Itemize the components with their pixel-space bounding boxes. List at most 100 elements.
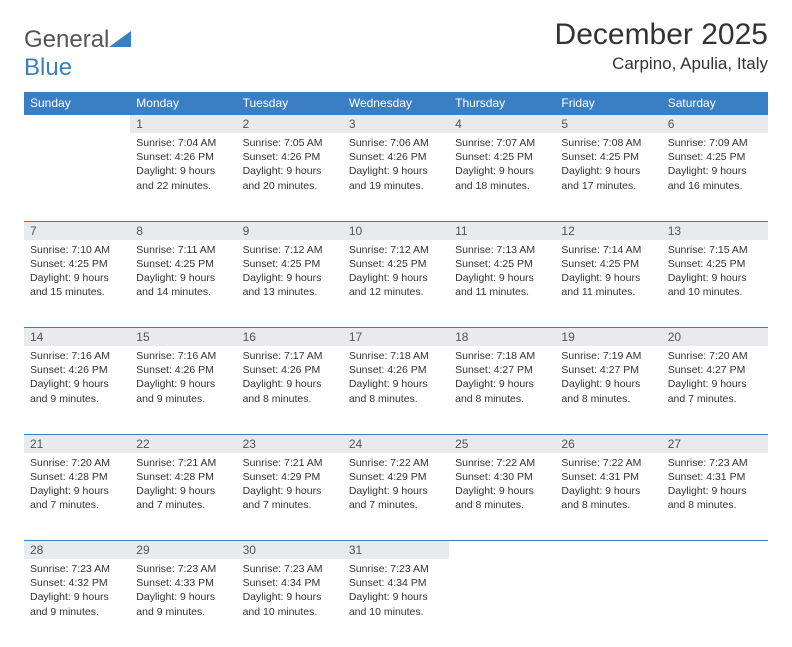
sunrise-line: Sunrise: 7:09 AM [668,136,762,150]
daylight-line: Daylight: 9 hours [243,164,337,178]
sunset-line: Sunset: 4:25 PM [349,257,443,271]
sunrise-line: Sunrise: 7:23 AM [668,456,762,470]
day-number: 30 [243,543,256,557]
sunrise-line: Sunrise: 7:07 AM [455,136,549,150]
weekday-header: Tuesday [237,92,343,115]
sunset-line: Sunset: 4:25 PM [30,257,124,271]
day-number-cell: 28 [24,541,130,560]
sunset-line: Sunset: 4:26 PM [243,150,337,164]
day-content-cell: Sunrise: 7:15 AMSunset: 4:25 PMDaylight:… [662,240,768,328]
day-number: 20 [668,330,681,344]
day-number-cell: 4 [449,115,555,134]
day-content-row: Sunrise: 7:20 AMSunset: 4:28 PMDaylight:… [24,453,768,541]
calendar-table: Sunday Monday Tuesday Wednesday Thursday… [24,92,768,647]
day-number-row: 78910111213 [24,221,768,240]
daylight-line: and 7 minutes. [243,498,337,512]
day-number-cell: 26 [555,434,661,453]
sunset-line: Sunset: 4:25 PM [455,150,549,164]
daylight-line: Daylight: 9 hours [136,590,230,604]
sunrise-line: Sunrise: 7:21 AM [136,456,230,470]
day-number: 6 [668,117,675,131]
day-content-cell: Sunrise: 7:20 AMSunset: 4:28 PMDaylight:… [24,453,130,541]
day-content-cell: Sunrise: 7:08 AMSunset: 4:25 PMDaylight:… [555,133,661,221]
day-number-cell [662,541,768,560]
daylight-line: Daylight: 9 hours [349,590,443,604]
daylight-line: Daylight: 9 hours [136,484,230,498]
sunrise-line: Sunrise: 7:04 AM [136,136,230,150]
day-number: 9 [243,224,250,238]
daylight-line: Daylight: 9 hours [561,164,655,178]
day-content-cell: Sunrise: 7:23 AMSunset: 4:31 PMDaylight:… [662,453,768,541]
day-number: 23 [243,437,256,451]
daylight-line: and 8 minutes. [668,498,762,512]
day-content-cell: Sunrise: 7:23 AMSunset: 4:34 PMDaylight:… [343,559,449,647]
daylight-line: and 9 minutes. [136,392,230,406]
daylight-line: Daylight: 9 hours [30,271,124,285]
day-number: 17 [349,330,362,344]
day-content-cell: Sunrise: 7:06 AMSunset: 4:26 PMDaylight:… [343,133,449,221]
daylight-line: and 8 minutes. [455,392,549,406]
day-number: 18 [455,330,468,344]
daylight-line: Daylight: 9 hours [136,271,230,285]
sunset-line: Sunset: 4:25 PM [561,257,655,271]
weekday-header: Saturday [662,92,768,115]
day-number-cell: 10 [343,221,449,240]
day-number-cell: 5 [555,115,661,134]
daylight-line: Daylight: 9 hours [561,271,655,285]
day-number-cell: 1 [130,115,236,134]
day-content-cell: Sunrise: 7:21 AMSunset: 4:28 PMDaylight:… [130,453,236,541]
sunset-line: Sunset: 4:30 PM [455,470,549,484]
sunrise-line: Sunrise: 7:15 AM [668,243,762,257]
weekday-header: Thursday [449,92,555,115]
day-number: 12 [561,224,574,238]
day-content-row: Sunrise: 7:04 AMSunset: 4:26 PMDaylight:… [24,133,768,221]
sunset-line: Sunset: 4:25 PM [668,150,762,164]
day-content-row: Sunrise: 7:10 AMSunset: 4:25 PMDaylight:… [24,240,768,328]
day-content-cell [449,559,555,647]
sunrise-line: Sunrise: 7:23 AM [136,562,230,576]
day-number: 15 [136,330,149,344]
day-content-cell: Sunrise: 7:22 AMSunset: 4:29 PMDaylight:… [343,453,449,541]
day-number-cell: 15 [130,328,236,347]
sunset-line: Sunset: 4:29 PM [349,470,443,484]
sunset-line: Sunset: 4:28 PM [136,470,230,484]
day-number: 25 [455,437,468,451]
sunrise-line: Sunrise: 7:18 AM [455,349,549,363]
sunset-line: Sunset: 4:27 PM [455,363,549,377]
logo-text-blue: Blue [24,54,72,81]
day-number-cell: 22 [130,434,236,453]
day-number-cell: 3 [343,115,449,134]
logo-triangle-icon [109,31,131,47]
daylight-line: Daylight: 9 hours [136,164,230,178]
logo-text: General Blue [24,26,131,82]
day-content-cell: Sunrise: 7:09 AMSunset: 4:25 PMDaylight:… [662,133,768,221]
weekday-header-row: Sunday Monday Tuesday Wednesday Thursday… [24,92,768,115]
day-number-cell [24,115,130,134]
daylight-line: and 14 minutes. [136,285,230,299]
day-number-cell: 19 [555,328,661,347]
daylight-line: Daylight: 9 hours [668,377,762,391]
day-content-cell: Sunrise: 7:16 AMSunset: 4:26 PMDaylight:… [130,346,236,434]
day-number-cell: 25 [449,434,555,453]
sunset-line: Sunset: 4:34 PM [349,576,443,590]
logo-text-gray: General [24,26,109,53]
sunrise-line: Sunrise: 7:12 AM [243,243,337,257]
weekday-header: Monday [130,92,236,115]
daylight-line: Daylight: 9 hours [455,164,549,178]
daylight-line: Daylight: 9 hours [561,377,655,391]
day-content-cell [24,133,130,221]
daylight-line: and 18 minutes. [455,179,549,193]
daylight-line: Daylight: 9 hours [243,484,337,498]
day-number: 3 [349,117,356,131]
sunset-line: Sunset: 4:25 PM [243,257,337,271]
sunset-line: Sunset: 4:26 PM [349,363,443,377]
daylight-line: Daylight: 9 hours [30,484,124,498]
sunrise-line: Sunrise: 7:14 AM [561,243,655,257]
daylight-line: and 8 minutes. [561,392,655,406]
header: General Blue December 2025 Carpino, Apul… [24,18,768,82]
day-number-cell [555,541,661,560]
day-number: 11 [455,224,467,238]
day-content-cell: Sunrise: 7:10 AMSunset: 4:25 PMDaylight:… [24,240,130,328]
day-content-cell: Sunrise: 7:11 AMSunset: 4:25 PMDaylight:… [130,240,236,328]
sunset-line: Sunset: 4:25 PM [561,150,655,164]
